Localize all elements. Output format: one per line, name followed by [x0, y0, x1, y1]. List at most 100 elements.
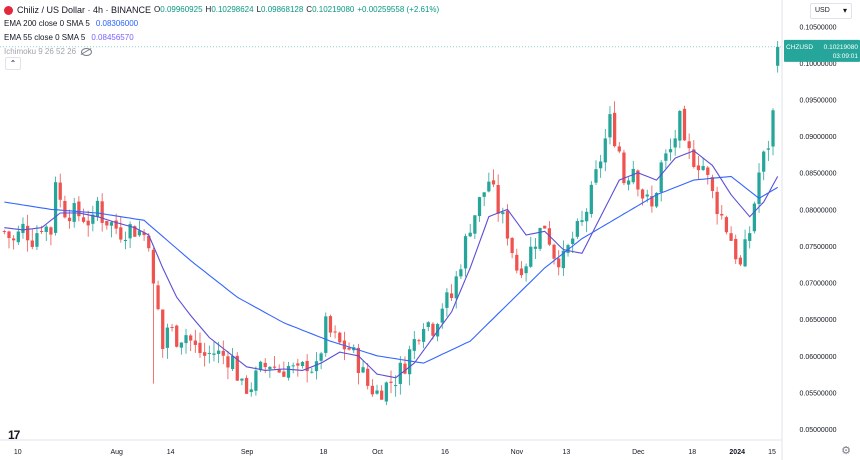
candle — [384, 382, 388, 402]
y-tick-label: 0.08000000 — [800, 207, 837, 214]
candle — [449, 293, 454, 298]
candle — [599, 161, 603, 169]
y-tick-label: 0.08500000 — [800, 171, 837, 178]
x-tick-label: 15 — [768, 449, 776, 456]
candle — [105, 220, 109, 226]
candle — [734, 238, 738, 260]
candle — [654, 192, 659, 207]
candle — [189, 335, 193, 341]
candle — [175, 325, 179, 347]
candle — [179, 342, 183, 348]
candle — [622, 152, 626, 184]
candle — [575, 221, 579, 237]
candle — [123, 239, 128, 242]
candle — [650, 196, 654, 207]
collapse-legend-chevron-up-icon[interactable]: ⌃ — [5, 57, 21, 70]
candle — [701, 166, 705, 170]
candle — [533, 246, 538, 249]
candle — [473, 215, 477, 234]
ohlc-key: L — [256, 5, 262, 14]
ema55-name: EMA 55 close 0 SMA 5 — [4, 33, 86, 42]
symbol-row[interactable]: Chiliz / US Dollar · 4h · BINANCE O0.099… — [4, 3, 439, 17]
candle — [454, 276, 458, 299]
candle — [380, 390, 384, 400]
candle — [762, 151, 766, 172]
ema55-legend[interactable]: EMA 55 close 0 SMA 5 0.08456570 — [4, 31, 439, 45]
x-tick-label: 2024 — [729, 449, 745, 456]
candle — [216, 350, 221, 354]
candle — [673, 138, 677, 148]
y-tick-label: 0.06000000 — [800, 354, 837, 361]
candle — [757, 172, 761, 204]
x-tick-label: 18 — [688, 449, 696, 456]
candle — [30, 240, 34, 247]
candle — [752, 203, 757, 232]
candle — [487, 181, 491, 192]
candle — [519, 268, 524, 276]
candle — [230, 355, 235, 369]
candle — [440, 308, 444, 323]
ema200-value: 0.08306000 — [95, 19, 139, 28]
candle — [147, 235, 151, 249]
candle — [21, 223, 25, 234]
candle — [636, 170, 640, 190]
candle — [678, 110, 682, 141]
candle — [165, 327, 170, 348]
chiliz-logo-icon — [4, 5, 13, 15]
candle — [291, 365, 295, 367]
candle — [738, 257, 743, 265]
candle — [49, 227, 53, 235]
candle — [2, 231, 6, 233]
candle — [277, 368, 281, 373]
candle — [119, 227, 123, 240]
candle — [459, 269, 463, 277]
price-label-symbol: CHZUSD — [786, 44, 813, 51]
candle — [156, 285, 160, 310]
candle — [161, 309, 165, 349]
candle — [668, 149, 673, 153]
candle — [720, 213, 724, 216]
candle — [510, 237, 514, 254]
ohlc-value: 0.10219080 — [312, 5, 355, 14]
candle — [491, 180, 496, 185]
candle — [403, 363, 407, 374]
candle — [612, 112, 617, 147]
candle — [25, 225, 30, 241]
candle — [729, 233, 733, 241]
ohlc-value: +0.00259558 (+2.61%) — [357, 5, 440, 14]
candle — [589, 184, 593, 215]
candle — [724, 217, 729, 233]
candle — [375, 390, 379, 394]
candle — [706, 167, 710, 175]
gear-icon[interactable]: ⚙ — [841, 445, 851, 457]
candle — [328, 316, 333, 333]
candle — [687, 141, 691, 149]
candle — [463, 236, 468, 269]
hidden-eye-icon[interactable] — [81, 48, 93, 56]
candle — [524, 266, 528, 274]
ema55-value: 0.08456570 — [91, 33, 134, 42]
candle — [137, 230, 142, 236]
ema55-line — [4, 150, 779, 379]
x-tick-label: 16 — [441, 449, 449, 456]
y-tick-label: 0.05000000 — [800, 427, 837, 434]
ichimoku-legend[interactable]: Ichimoku 9 26 52 26 — [4, 45, 439, 59]
candle — [603, 138, 607, 163]
symbol-title[interactable]: Chiliz / US Dollar · 4h · BINANCE — [17, 5, 152, 15]
candle — [151, 249, 156, 284]
x-tick-label: Oct — [372, 449, 383, 456]
candle — [319, 353, 323, 361]
tradingview-logo-icon[interactable]: 17 — [8, 428, 20, 442]
candle — [12, 238, 16, 241]
ema200-legend[interactable]: EMA 200 close 0 SMA 5 0.08306000 — [4, 17, 439, 31]
candle — [95, 200, 100, 217]
candle — [240, 378, 244, 381]
x-tick-label: 10 — [14, 449, 22, 456]
candle — [771, 110, 775, 147]
candle — [338, 332, 342, 343]
y-tick-label: 0.05500000 — [800, 390, 837, 397]
currency-select[interactable]: USD — [810, 3, 852, 19]
candle — [468, 232, 472, 237]
candle — [67, 217, 72, 222]
